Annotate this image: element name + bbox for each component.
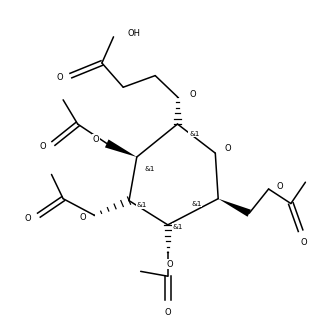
Text: O: O: [300, 238, 307, 247]
Text: OH: OH: [127, 29, 140, 38]
Text: O: O: [164, 308, 171, 317]
Text: O: O: [225, 144, 232, 153]
Text: O: O: [166, 260, 173, 269]
Text: O: O: [39, 142, 46, 151]
Text: &1: &1: [144, 166, 155, 171]
Text: O: O: [189, 90, 196, 100]
Text: &1: &1: [173, 224, 183, 230]
Text: &1: &1: [191, 201, 202, 207]
Text: O: O: [276, 182, 283, 191]
Polygon shape: [105, 139, 137, 157]
Text: &1: &1: [137, 203, 147, 209]
Text: &1: &1: [189, 131, 200, 137]
Text: O: O: [25, 214, 31, 223]
Text: O: O: [80, 213, 86, 222]
Text: O: O: [57, 73, 63, 82]
Polygon shape: [218, 199, 251, 217]
Text: O: O: [92, 135, 99, 144]
